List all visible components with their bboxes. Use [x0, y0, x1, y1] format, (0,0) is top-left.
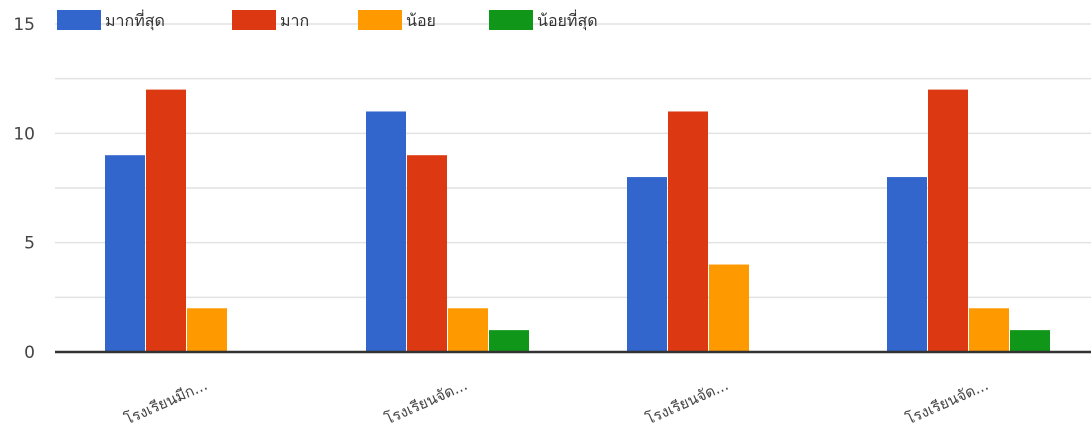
bar-มาก-3 [928, 89, 968, 352]
bar-น้อยที่สุด-1 [489, 330, 529, 352]
y-tick-label-0: 0 [24, 343, 35, 363]
legend-swatch-0 [57, 10, 101, 30]
x-tick-label-0: โรงเรียนมีก... [122, 376, 211, 429]
y-tick-label-2: 10 [13, 124, 35, 144]
bar-น้อย-2 [709, 264, 749, 352]
legend-label-0: มากที่สุด [105, 9, 165, 31]
y-tick-label-1: 5 [24, 234, 35, 254]
y-tick-label-3: 15 [13, 15, 35, 35]
legend-swatch-1 [232, 10, 276, 30]
legend-swatch-2 [358, 10, 402, 30]
x-tick-label-2: โรงเรียนจัด... [643, 376, 731, 428]
bar-มากที่สุด-3 [887, 177, 927, 352]
x-tick-label-3: โรงเรียนจัด... [903, 376, 991, 428]
bar-น้อย-0 [187, 308, 227, 352]
bar-มาก-1 [407, 155, 447, 352]
legend-swatch-3 [489, 10, 533, 30]
bar-น้อย-3 [969, 308, 1009, 352]
bar-มากที่สุด-1 [366, 111, 406, 352]
legend-label-3: น้อยที่สุด [537, 9, 598, 31]
legend: มากที่สุด มาก น้อย น้อยที่สุด [57, 9, 598, 31]
x-tick-label-1: โรงเรียนจัด... [382, 376, 470, 428]
bar-มาก-2 [668, 111, 708, 352]
bar-น้อยที่สุด-3 [1010, 330, 1050, 352]
legend-label-1: มาก [280, 11, 309, 30]
legend-label-2: น้อย [406, 11, 436, 30]
bar-มากที่สุด-2 [627, 177, 667, 352]
bar-น้อย-1 [448, 308, 488, 352]
bars [105, 89, 1050, 352]
bar-มาก-0 [146, 89, 186, 352]
bar-มากที่สุด-0 [105, 155, 145, 352]
